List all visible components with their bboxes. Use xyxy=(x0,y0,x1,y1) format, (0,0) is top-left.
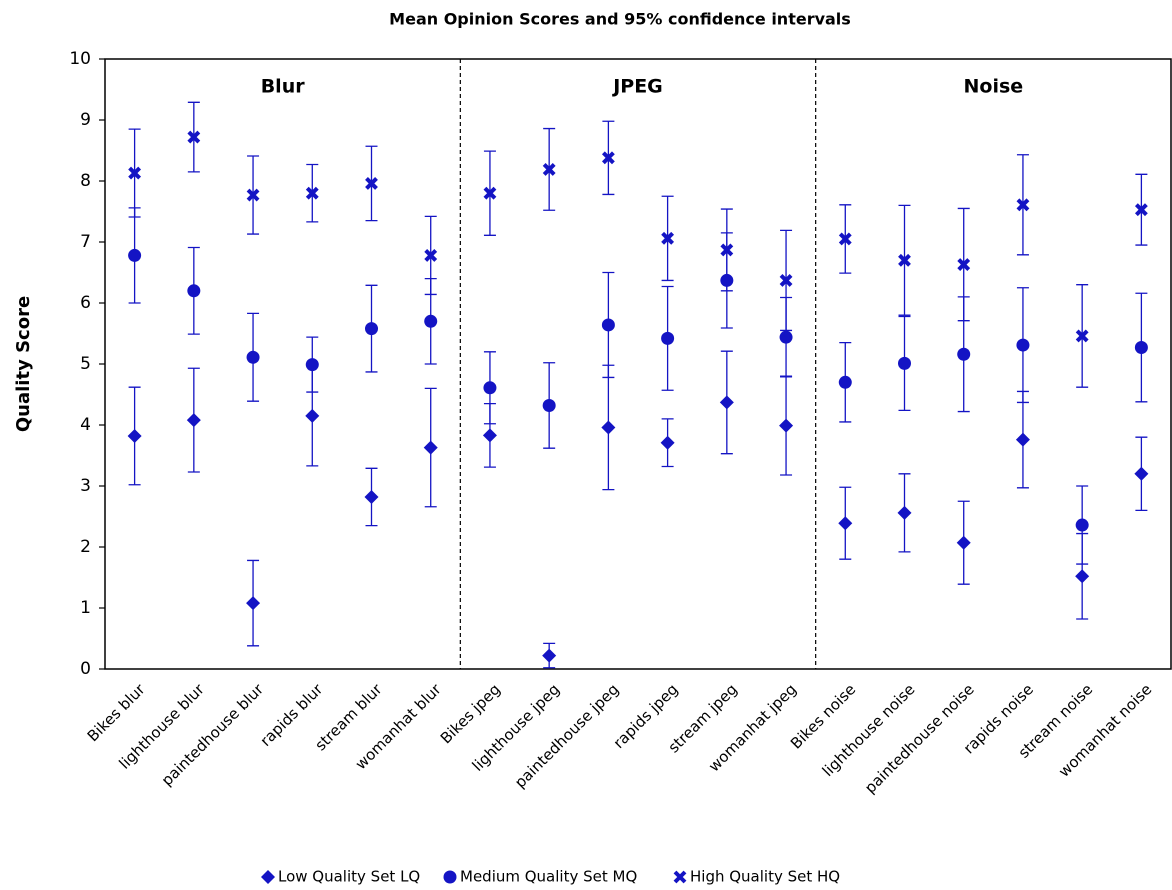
point xyxy=(305,408,320,423)
point xyxy=(186,413,201,428)
y-tick-label: 4 xyxy=(80,415,91,435)
y-tick-label: 2 xyxy=(80,537,91,557)
point xyxy=(246,188,260,202)
point xyxy=(127,428,142,443)
section-label: Blur xyxy=(261,76,306,98)
point xyxy=(779,330,793,344)
point xyxy=(898,253,911,267)
point xyxy=(542,162,556,176)
point xyxy=(601,420,616,435)
point xyxy=(1016,338,1030,352)
point xyxy=(128,166,142,180)
point xyxy=(957,347,971,361)
point xyxy=(246,596,261,611)
legend-item: Medium Quality Set MQ xyxy=(443,868,637,886)
point xyxy=(423,440,438,455)
section-label: Noise xyxy=(963,76,1023,98)
point xyxy=(305,186,319,200)
point xyxy=(542,398,556,412)
point xyxy=(838,516,853,531)
point xyxy=(601,318,615,332)
point xyxy=(956,535,971,550)
point xyxy=(779,418,794,433)
legend-marker xyxy=(673,870,687,884)
point xyxy=(424,249,438,262)
point xyxy=(365,177,378,190)
legend-label: High Quality Set HQ xyxy=(690,868,840,886)
point xyxy=(128,248,142,262)
point xyxy=(187,130,201,144)
point xyxy=(1134,466,1149,481)
point xyxy=(1075,569,1090,584)
point xyxy=(1075,518,1089,532)
point xyxy=(483,381,497,395)
y-tick-label: 8 xyxy=(80,171,91,191)
point xyxy=(1015,432,1030,447)
point xyxy=(719,395,734,410)
x-tick-label: paintedhouse noise xyxy=(861,680,978,797)
legend-item: High Quality Set HQ xyxy=(673,868,840,886)
point xyxy=(661,331,675,345)
point xyxy=(897,505,912,520)
legend-label: Medium Quality Set MQ xyxy=(460,868,637,886)
point xyxy=(542,648,557,663)
point xyxy=(838,232,852,246)
point xyxy=(838,375,852,389)
point xyxy=(482,428,497,443)
y-tick-label: 5 xyxy=(80,354,91,374)
x-tick-label: paintedhouse jpeg xyxy=(511,680,622,791)
y-axis-label: Quality Score xyxy=(13,296,34,432)
section-label: JPEG xyxy=(611,76,663,98)
plot-frame xyxy=(104,58,1172,670)
point xyxy=(246,350,260,364)
point xyxy=(1016,198,1030,212)
y-tick-label: 3 xyxy=(80,476,91,496)
point xyxy=(720,243,734,257)
y-tick-label: 6 xyxy=(80,293,91,313)
legend-marker xyxy=(443,870,457,884)
y-tick-label: 9 xyxy=(80,110,91,130)
point xyxy=(957,258,971,271)
y-tick-label: 0 xyxy=(80,659,91,679)
legend-item: Low Quality Set LQ xyxy=(261,868,420,886)
chart-title: Mean Opinion Scores and 95% confidence i… xyxy=(389,10,851,29)
point xyxy=(660,435,675,450)
legend-label: Low Quality Set LQ xyxy=(278,868,420,886)
point xyxy=(483,186,497,200)
point xyxy=(1134,341,1148,355)
y-tick-label: 7 xyxy=(80,232,91,252)
point xyxy=(779,274,793,287)
point xyxy=(898,356,911,370)
point xyxy=(364,489,379,504)
y-tick-label: 10 xyxy=(69,49,91,69)
point xyxy=(601,151,615,165)
y-tick-label: 1 xyxy=(80,598,91,618)
point xyxy=(305,358,319,372)
legend-marker xyxy=(261,870,275,884)
point xyxy=(1075,329,1089,343)
point xyxy=(1134,203,1148,217)
x-tick-label: paintedhouse blur xyxy=(158,680,268,790)
point xyxy=(187,284,201,298)
point xyxy=(365,322,378,336)
point xyxy=(661,231,675,245)
point xyxy=(424,314,438,328)
